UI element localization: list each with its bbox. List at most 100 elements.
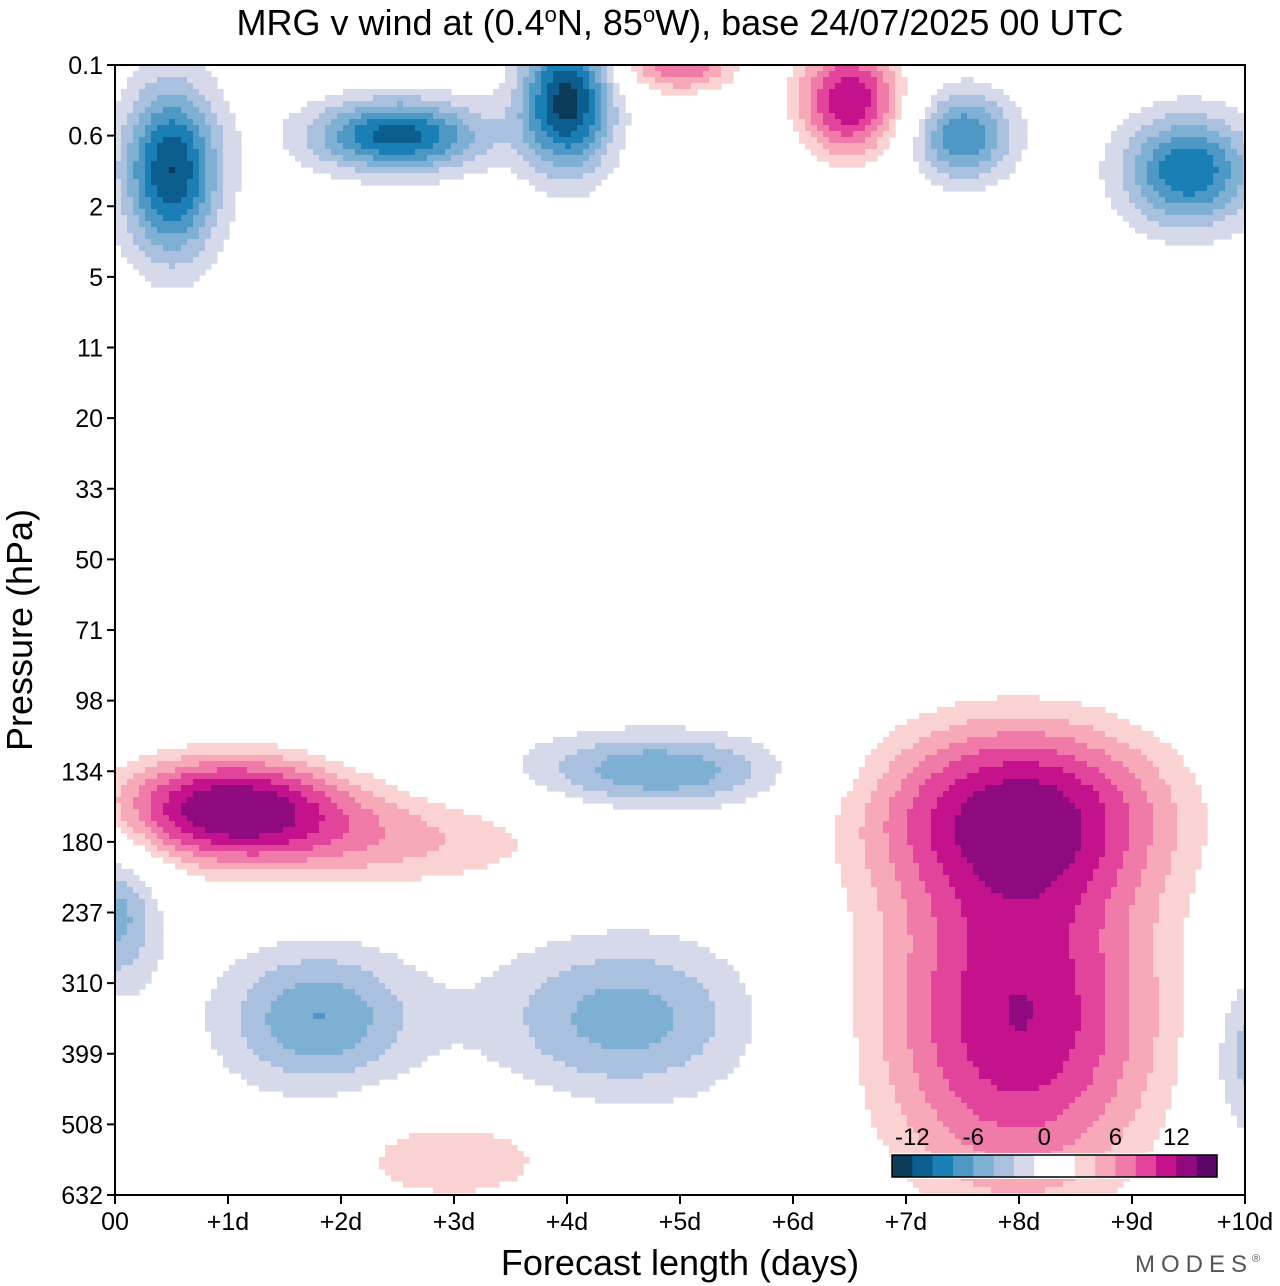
contour-cell	[1093, 1079, 1118, 1086]
contour-cell	[931, 839, 956, 846]
contour-cell	[601, 77, 608, 84]
contour-cell	[943, 125, 986, 132]
contour-cell	[139, 785, 158, 792]
contour-cell	[1111, 755, 1148, 762]
contour-cell	[991, 1187, 1046, 1194]
contour-cell	[373, 791, 410, 798]
contour-cell	[139, 947, 164, 954]
contour-cell	[325, 125, 344, 132]
contour-cell	[1237, 989, 1245, 996]
contour-cell	[247, 1037, 278, 1044]
contour-cell	[1237, 191, 1245, 198]
contour-cell	[187, 209, 200, 216]
contour-cell	[553, 1085, 710, 1092]
contour-cell	[889, 119, 896, 126]
x-tick-label: +10d	[1217, 1208, 1273, 1236]
contour-cell	[373, 1013, 404, 1020]
contour-cell	[883, 923, 908, 930]
contour-cell	[391, 989, 536, 996]
contour-cell	[907, 827, 932, 834]
contour-cell	[985, 881, 1052, 888]
contour-cell	[1153, 101, 1226, 108]
contour-cell	[403, 1019, 524, 1026]
contour-cell	[241, 1031, 272, 1038]
contour-cell	[919, 131, 926, 138]
contour-cell	[1063, 1061, 1100, 1068]
contour-cell	[535, 95, 548, 102]
contour-cell	[601, 83, 608, 90]
colorbar-swatch	[1156, 1155, 1177, 1177]
contour-cell	[127, 155, 140, 162]
contour-cell	[841, 881, 872, 888]
contour-cell	[157, 143, 188, 150]
contour-cell	[115, 923, 128, 930]
contour-cell	[325, 779, 350, 786]
contour-cell	[319, 803, 338, 810]
contour-cell	[541, 83, 548, 90]
contour-cell	[415, 149, 446, 156]
contour-cell	[895, 1091, 926, 1098]
contour-cell	[1237, 1031, 1245, 1038]
contour-cell	[307, 797, 332, 804]
contour-cell	[181, 197, 194, 204]
contour-cell	[151, 791, 170, 798]
contour-cell	[883, 77, 896, 84]
contour-cell	[1147, 755, 1184, 762]
contour-cell	[877, 779, 902, 786]
contour-cell	[469, 143, 494, 150]
contour-cell	[607, 95, 614, 102]
contour-cell	[1141, 185, 1154, 192]
contour-cell	[1081, 809, 1106, 816]
contour-cell	[937, 797, 968, 804]
contour-cell	[133, 161, 146, 168]
contour-cell	[1237, 1067, 1245, 1074]
contour-cell	[1057, 749, 1106, 756]
contour-cell	[1153, 839, 1178, 846]
contour-cell	[529, 995, 584, 1002]
contour-cell	[535, 149, 554, 156]
contour-cell	[295, 983, 344, 990]
contour-cell	[931, 995, 962, 1002]
contour-cell	[217, 983, 254, 990]
contour-cell	[133, 203, 140, 210]
contour-cell	[535, 77, 542, 84]
contour-cell	[865, 1091, 896, 1098]
contour-cell	[457, 113, 482, 120]
contour-cell	[823, 119, 842, 126]
contour-cell	[601, 101, 608, 108]
contour-cell	[997, 137, 1010, 144]
contour-cell	[1231, 173, 1244, 180]
contour-cell	[877, 887, 902, 894]
contour-cell	[619, 119, 632, 126]
contour-cell	[859, 1073, 890, 1080]
contour-cell	[859, 827, 884, 834]
contour-cell	[913, 935, 938, 942]
contour-cell	[217, 161, 224, 168]
contour-cell	[295, 1049, 344, 1056]
contour-cell	[607, 1073, 644, 1080]
contour-cell	[295, 803, 320, 810]
contour-cell	[871, 131, 884, 138]
contour-cell	[1141, 149, 1154, 156]
contour-cell	[667, 1067, 734, 1074]
contour-cell	[223, 179, 242, 186]
contour-cell	[529, 89, 542, 96]
contour-cell	[997, 143, 1010, 150]
contour-cell	[1129, 977, 1160, 984]
colorbar-swatch	[1176, 1155, 1198, 1177]
contour-cell	[127, 227, 146, 234]
contour-cell	[613, 137, 626, 144]
contour-cell	[1009, 1007, 1034, 1014]
contour-cell	[289, 797, 308, 804]
contour-cell	[967, 1049, 1070, 1056]
contour-cell	[157, 185, 188, 192]
contour-cell	[361, 785, 398, 792]
contour-cell	[937, 953, 968, 960]
contour-cell	[193, 101, 212, 108]
contour-cell	[325, 1013, 374, 1020]
contour-cell	[1219, 1061, 1238, 1068]
contour-cell	[547, 95, 554, 102]
contour-cell	[871, 791, 896, 798]
contour-cell	[865, 803, 890, 810]
contour-cell	[997, 101, 1016, 108]
